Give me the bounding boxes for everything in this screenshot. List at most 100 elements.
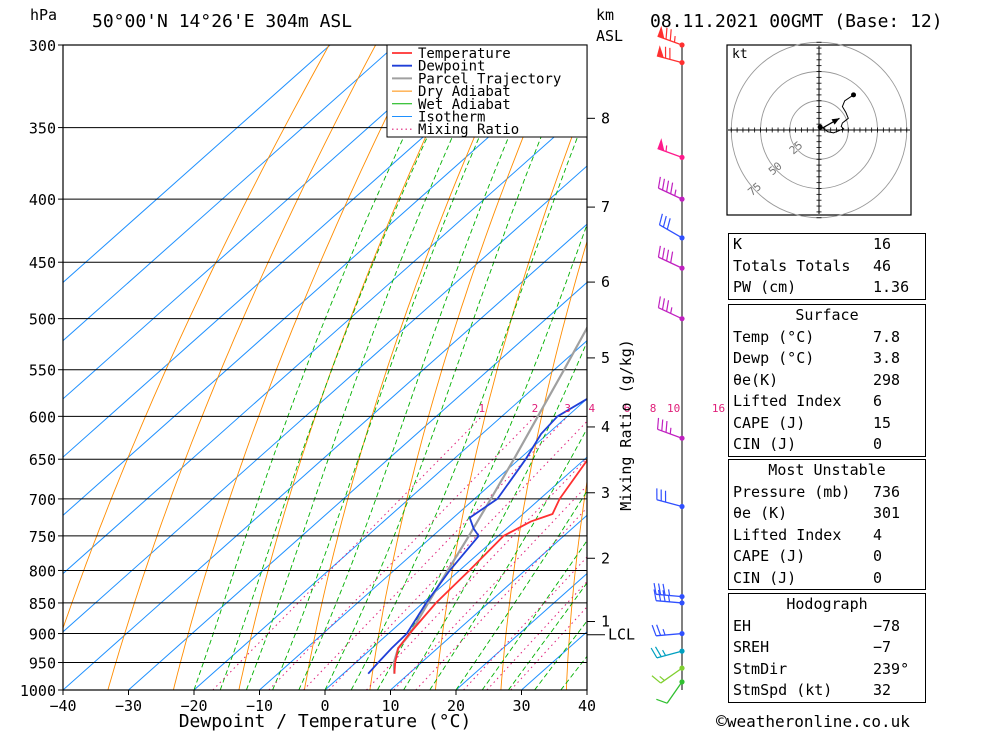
mixing-ratio-axis-title: Mixing Ratio (g/kg) bbox=[617, 339, 635, 511]
general-index-value: 16 bbox=[873, 235, 892, 253]
isotherm-line bbox=[63, 165, 587, 633]
wind-barb-flag bbox=[651, 675, 662, 684]
wind-barb-flag bbox=[654, 646, 662, 657]
surface-index-row: Temp (°C) 7.8 bbox=[729, 327, 925, 349]
wind-barb-half-flag bbox=[665, 145, 668, 152]
wind-barb-flag bbox=[650, 647, 658, 659]
surface-index-row: Dewp (°C) 3.8 bbox=[729, 348, 925, 370]
wind-barb-flag bbox=[661, 247, 666, 260]
wind-barb bbox=[653, 583, 685, 600]
mixing-ratio-label: 10 bbox=[667, 402, 680, 415]
mixing-ratio-line bbox=[393, 484, 587, 690]
hodograph-indices-panel: Hodograph EH −78 SREH −7 StmDir 239° StmSpd (k… bbox=[728, 593, 926, 703]
surface-index-label: Temp (°C) bbox=[733, 327, 815, 346]
mixing-ratio-line bbox=[510, 606, 587, 690]
wind-barb bbox=[656, 488, 685, 510]
most-unstable-index-label: Lifted Index bbox=[733, 525, 842, 544]
most-unstable-index-value: 0 bbox=[873, 568, 883, 587]
most-unstable-index-value: 0 bbox=[873, 547, 883, 565]
general-index-label: Totals Totals bbox=[733, 256, 851, 275]
most-unstable-index-label: Pressure (mb) bbox=[733, 482, 851, 501]
wind-barb-flag bbox=[658, 213, 663, 226]
legend-entry: Wet Adiabat bbox=[418, 97, 511, 113]
wind-barb-dot bbox=[679, 59, 685, 66]
temperature-tick-label: 40 bbox=[578, 697, 596, 715]
mixing-ratio-line bbox=[486, 580, 587, 690]
pressure-tick-label: 350 bbox=[29, 120, 56, 138]
hodograph-index-value: 239° bbox=[873, 659, 910, 678]
most-unstable-index-row: θe (K) 301 bbox=[729, 503, 925, 525]
temperature-curve bbox=[393, 458, 587, 674]
lcl-label: LCL bbox=[608, 626, 635, 644]
wet-adiabat-line bbox=[350, 111, 587, 690]
pressure-axis-labels: 300 350 400 450 500 550 600 650 700 750 800 850 900 9… bbox=[20, 37, 56, 700]
wet-adiabat-line bbox=[534, 620, 587, 690]
legend-entry: Dry Adiabat bbox=[418, 84, 511, 100]
copyright-symbol: © bbox=[716, 711, 727, 732]
general-index-row: PW (cm) 1.36 bbox=[729, 277, 925, 299]
isotherm-line bbox=[63, 45, 331, 284]
height-tick-label: 2 bbox=[601, 549, 610, 567]
most-unstable-title: Most Unstable bbox=[768, 461, 886, 479]
wind-barb bbox=[656, 679, 685, 704]
wind-barb-half-flag bbox=[667, 589, 671, 596]
wind-barb-flag bbox=[669, 29, 672, 41]
height-axis: 1 2 3 4 5 6 7 8 LCL bbox=[587, 109, 635, 644]
wind-barb bbox=[657, 176, 685, 202]
surface-index-label: θe(K) bbox=[733, 370, 779, 389]
location-title: 50°00'N 14°26'E 304m ASL bbox=[92, 11, 352, 32]
wind-barb-flag bbox=[670, 251, 674, 263]
general-index-label: K bbox=[733, 235, 743, 253]
wind-barb-dot bbox=[679, 593, 685, 600]
pressure-tick-label: 550 bbox=[29, 362, 56, 380]
temperature-tick-label: 0 bbox=[320, 697, 329, 715]
wind-barb-pennant bbox=[657, 138, 665, 151]
hodograph-index-row: StmDir 239° bbox=[729, 659, 925, 681]
temperature-tick-label: −30 bbox=[115, 697, 142, 715]
x-axis-title: Dewpoint / Temperature (°C) bbox=[179, 711, 472, 732]
surface-index-value: 15 bbox=[873, 413, 892, 432]
surface-index-row: Lifted Index 6 bbox=[729, 391, 925, 413]
wind-barb-flag bbox=[666, 218, 671, 230]
surface-title: Surface bbox=[795, 306, 859, 324]
wind-barb-flag bbox=[666, 300, 670, 312]
hodograph-index-row: StmSpd (kt) 32 bbox=[729, 680, 925, 702]
mixing-ratio-label: 3 bbox=[564, 402, 571, 415]
surface-index-value: 298 bbox=[873, 370, 901, 389]
wind-barb-half-flag bbox=[667, 595, 671, 602]
isotherm-line bbox=[63, 48, 587, 517]
general-index-value: 1.36 bbox=[873, 278, 910, 296]
pressure-tick-label: 950 bbox=[29, 655, 56, 673]
isotherm-line bbox=[259, 398, 587, 690]
wind-barb-half-flag bbox=[669, 427, 672, 434]
mixing-ratio-line bbox=[415, 507, 587, 690]
general-index-value: 46 bbox=[873, 256, 892, 275]
wind-barb-flag bbox=[662, 583, 666, 596]
wind-barb bbox=[657, 245, 685, 271]
wind-barb-flag bbox=[666, 180, 670, 193]
wind-barb-flag bbox=[662, 215, 667, 228]
legend-entry: Parcel Trajectory bbox=[418, 71, 561, 87]
credit-text: weatheronline.co.uk bbox=[726, 712, 910, 731]
isotherm-line bbox=[63, 45, 462, 400]
wind-barb-half-flag bbox=[674, 189, 677, 196]
wind-barb bbox=[657, 138, 685, 160]
hodograph-index-value: −7 bbox=[873, 638, 892, 656]
wet-adiabat-line bbox=[508, 582, 587, 690]
datetime-title: 08.11.2021 00GMT (Base: 12) bbox=[650, 11, 943, 32]
wind-barb bbox=[656, 45, 685, 66]
general-indices-panel: K 16 Totals Totals 46 PW (cm) 1.36 bbox=[728, 233, 926, 300]
isotherm-line bbox=[455, 572, 587, 690]
temperature-tick-label: −40 bbox=[49, 697, 76, 715]
surface-index-value: 7.8 bbox=[873, 327, 901, 346]
mixing-ratio-label: 8 bbox=[650, 402, 657, 415]
hpa-unit-label: hPa bbox=[30, 6, 57, 24]
surface-index-label: CIN (J) bbox=[733, 435, 797, 453]
pressure-tick-label: 900 bbox=[29, 626, 56, 644]
most-unstable-index-value: 736 bbox=[873, 482, 901, 501]
wind-barb-staff bbox=[666, 681, 683, 704]
surface-index-label: Dewp (°C) bbox=[733, 349, 815, 367]
legend-entry: Dewpoint bbox=[418, 59, 485, 75]
credit-line[interactable]: ©weatheronline.co.uk bbox=[716, 711, 910, 732]
